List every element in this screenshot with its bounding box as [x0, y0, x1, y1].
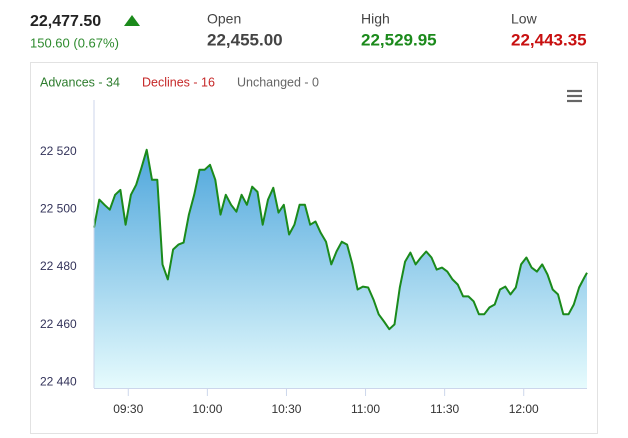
change: 150.60 (0.67%) [30, 35, 119, 50]
up-arrow [124, 15, 140, 26]
y-tick-label: 22 440 [40, 374, 77, 388]
price-line [93, 148, 588, 331]
x-tick-label: 11:00 [351, 402, 380, 416]
area-fill [94, 149, 587, 388]
stat-label: High [361, 11, 390, 27]
x-tick-label: 12:00 [509, 402, 539, 416]
unchanged: Unchanged - 0 [237, 75, 319, 89]
x-tick-label: 11:30 [430, 402, 459, 416]
declines: Declines - 16 [142, 75, 215, 89]
stat-value: 22,443.35 [511, 30, 587, 49]
stat-label: Low [511, 11, 538, 27]
advances: Advances - 34 [40, 75, 120, 89]
x-tick-label: 10:30 [271, 402, 301, 416]
y-tick-label: 22 520 [40, 144, 77, 158]
stat-value: 22,529.95 [361, 30, 437, 49]
stat-value: 22,455.00 [207, 30, 283, 49]
chart-frame [30, 62, 598, 434]
y-tick-label: 22 460 [40, 317, 77, 331]
menu-button[interactable] [567, 89, 582, 103]
price: 22,477.50 [30, 13, 101, 30]
plot: 22 440 22 460 22 480 22 500 22 520 09:30 10:00… [40, 100, 588, 416]
y-tick-label: 22 500 [40, 202, 77, 216]
y-tick-label: 22 480 [40, 259, 77, 273]
x-tick-label: 10:00 [192, 402, 222, 416]
stat-label: Open [207, 11, 241, 27]
x-tick-label: 09:30 [113, 402, 143, 416]
